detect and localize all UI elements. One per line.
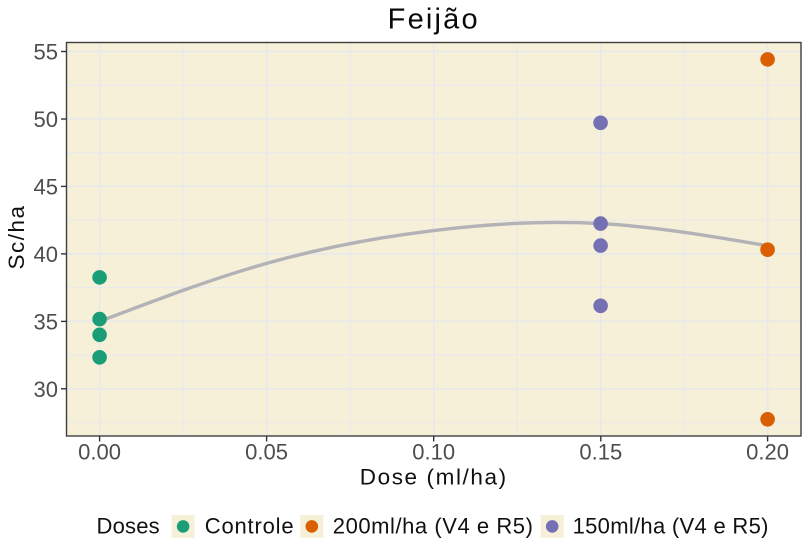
svg-text:30: 30 [34, 377, 58, 402]
svg-text:45: 45 [34, 174, 58, 199]
svg-text:35: 35 [34, 309, 58, 334]
svg-text:0.20: 0.20 [746, 439, 789, 464]
svg-text:Feijão: Feijão [388, 4, 480, 36]
svg-text:Doses: Doses [97, 513, 160, 538]
svg-text:Controle: Controle [205, 513, 295, 538]
svg-text:Dose (ml/ha): Dose (ml/ha) [360, 465, 508, 490]
svg-text:0.00: 0.00 [78, 439, 121, 464]
svg-text:Sc/ha: Sc/ha [4, 204, 29, 269]
svg-text:50: 50 [34, 107, 58, 132]
svg-text:55: 55 [34, 40, 58, 65]
svg-text:150ml/ha (V4 e R5): 150ml/ha (V4 e R5) [573, 513, 769, 538]
svg-text:0.05: 0.05 [245, 439, 288, 464]
svg-text:0.15: 0.15 [579, 439, 622, 464]
svg-text:0.10: 0.10 [412, 439, 455, 464]
svg-text:40: 40 [34, 242, 58, 267]
svg-text:200ml/ha (V4 e R5): 200ml/ha (V4 e R5) [333, 513, 534, 538]
